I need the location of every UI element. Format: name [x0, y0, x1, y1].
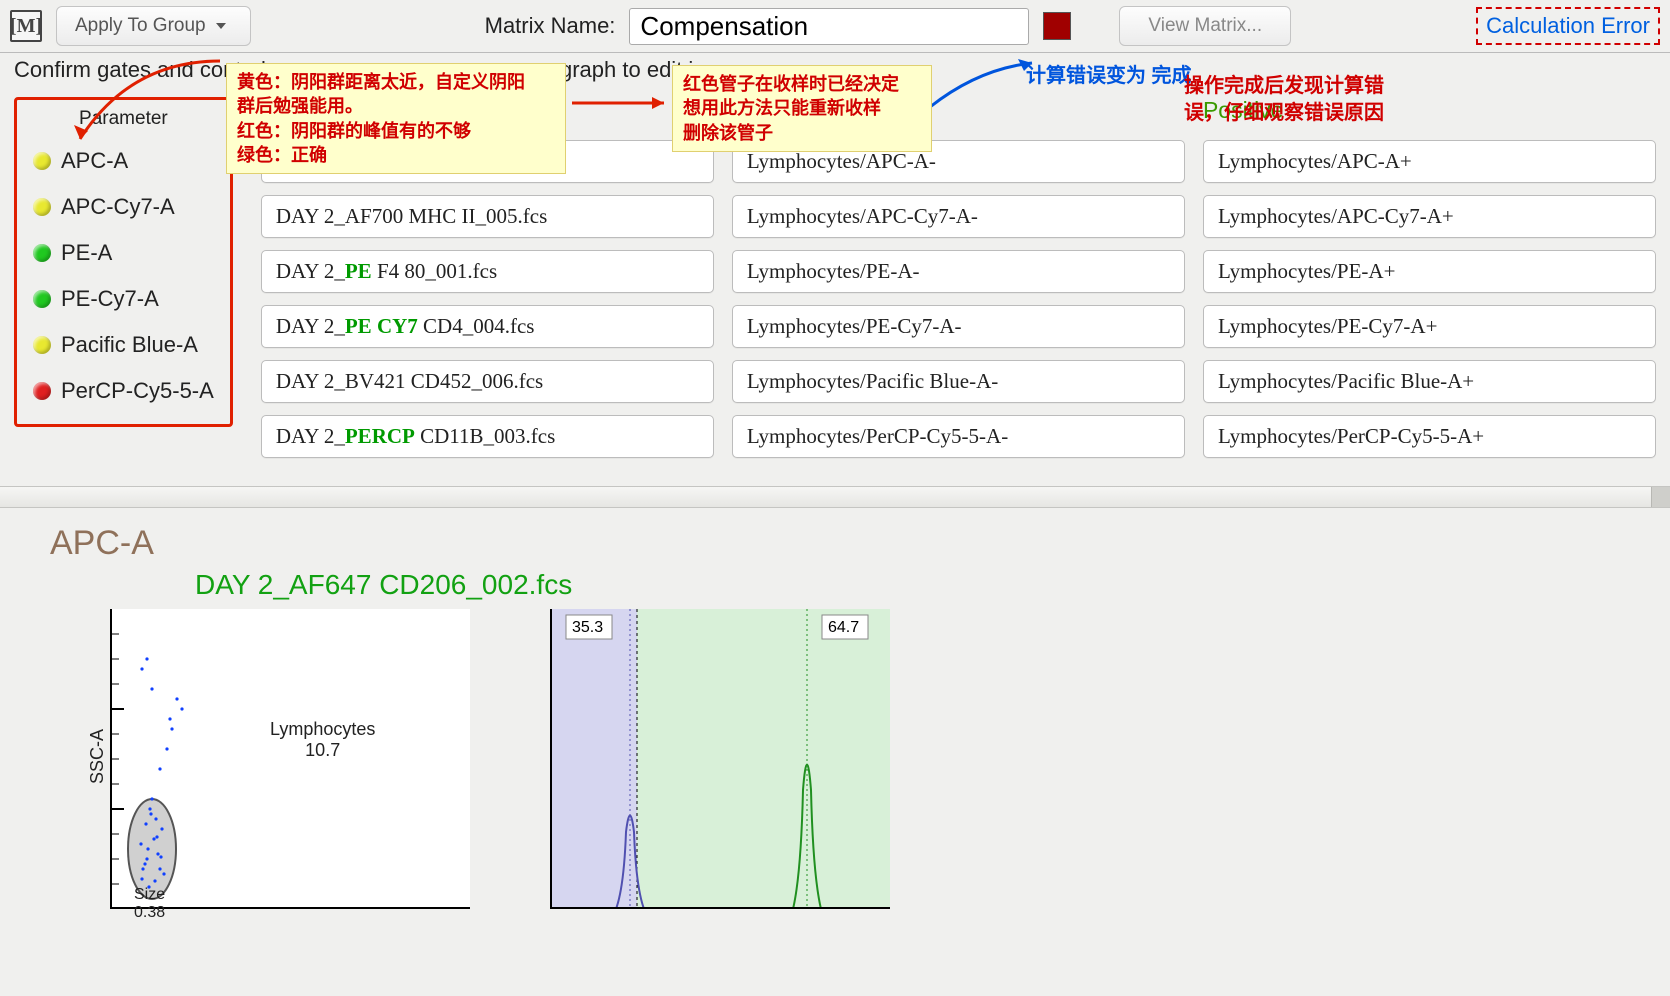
negative-cell[interactable]: Lymphocytes/PerCP-Cy5-5-A-	[732, 415, 1185, 458]
size-label: Size 0.38	[134, 886, 165, 922]
calculation-error-badge: Calculation Error	[1476, 7, 1660, 45]
annotation-check-error: 操作完成后发现计算错 误，仔细观察错误原因	[1184, 73, 1414, 127]
svg-text:64.7: 64.7	[828, 619, 859, 636]
positive-cell[interactable]: Lymphocytes/PE-A+	[1203, 250, 1656, 293]
status-dot-icon	[33, 152, 51, 170]
parameter-row[interactable]: PE-A	[33, 230, 214, 276]
parameter-label: APC-Cy7-A	[61, 194, 175, 220]
pane-divider[interactable]	[0, 486, 1670, 508]
matrix-icon[interactable]: [M]	[10, 10, 42, 42]
parameter-row[interactable]: Pacific Blue-A	[33, 322, 214, 368]
sample-cell[interactable]: DAY 2_PE CY7 CD4_004.fcs	[261, 305, 714, 348]
svg-text:35.3: 35.3	[572, 619, 603, 636]
sample-cell[interactable]: DAY 2_PERCP CD11B_003.fcs	[261, 415, 714, 458]
negative-column: Negative Lymphocytes/APC-A-Lymphocytes/A…	[732, 97, 1185, 470]
positive-cell[interactable]: Lymphocytes/PerCP-Cy5-5-A+	[1203, 415, 1656, 458]
negative-cell[interactable]: Lymphocytes/APC-Cy7-A-	[732, 195, 1185, 238]
plot-subtitle: DAY 2_AF647 CD206_002.fcs	[195, 569, 1640, 601]
status-dot-icon	[33, 198, 51, 216]
apply-to-group-button[interactable]: Apply To Group	[56, 6, 251, 46]
sample-cell[interactable]: DAY 2_BV421 CD452_006.fcs	[261, 360, 714, 403]
sample-cell[interactable]: DAY 2_AF700 MHC II_005.fcs	[261, 195, 714, 238]
annotation-legend-meaning: 黄色：阴阳群距离太近，自定义阴阳 群后勉强能用。 红色：阴阳群的峰值有的不够 绿…	[226, 63, 566, 174]
toolbar: [M] Apply To Group Matrix Name: View Mat…	[0, 0, 1670, 53]
parameter-row[interactable]: PE-Cy7-A	[33, 276, 214, 322]
view-matrix-button[interactable]: View Matrix...	[1119, 6, 1291, 46]
parameter-label: APC-A	[61, 148, 128, 174]
parameter-label: PE-A	[61, 240, 112, 266]
negative-cell[interactable]: Lymphocytes/PE-A-	[732, 250, 1185, 293]
y-axis-label: SSC-A	[87, 729, 108, 784]
scatter-plot[interactable]: SSC-A Lymphocytes 10.7 Size 0.38	[110, 609, 470, 914]
parameter-header: Parameter	[33, 108, 214, 130]
parameter-label: Pacific Blue-A	[61, 332, 198, 358]
parameter-row[interactable]: PerCP-Cy5-5-A	[33, 368, 214, 414]
matrix-name-input[interactable]	[629, 8, 1029, 45]
matrix-color-swatch[interactable]	[1043, 12, 1071, 40]
annotation-calc-done: 计算错误变为 完成	[1026, 59, 1192, 88]
negative-cell[interactable]: Lymphocytes/PE-Cy7-A-	[732, 305, 1185, 348]
positive-cell[interactable]: Lymphocytes/APC-Cy7-A+	[1203, 195, 1656, 238]
plot-area: APC-A DAY 2_AF647 CD206_002.fcs SSC-A Ly…	[0, 508, 1670, 914]
status-dot-icon	[33, 290, 51, 308]
status-dot-icon	[33, 382, 51, 400]
parameter-panel: Parameter APC-A APC-Cy7-A PE-A PE-Cy7-A Paci…	[14, 97, 233, 427]
histogram-plot[interactable]: 35.3 64.7	[550, 609, 890, 914]
parameter-label: PerCP-Cy5-5-A	[61, 378, 214, 404]
annotation-red-tube: 红色管子在收样时已经决定 想用此方法只能重新收样 删除该管子	[672, 65, 932, 152]
chevron-down-icon	[216, 23, 226, 29]
positive-cell[interactable]: Lymphocytes/PE-Cy7-A+	[1203, 305, 1656, 348]
positive-column: Positive Lymphocytes/APC-A+Lymphocytes/A…	[1203, 97, 1656, 470]
positive-cell[interactable]: Lymphocytes/Pacific Blue-A+	[1203, 360, 1656, 403]
apply-label: Apply To Group	[75, 15, 206, 37]
status-dot-icon	[33, 336, 51, 354]
plot-title: APC-A	[50, 524, 1640, 563]
negative-cell[interactable]: Lymphocytes/Pacific Blue-A-	[732, 360, 1185, 403]
positive-cell[interactable]: Lymphocytes/APC-A+	[1203, 140, 1656, 183]
gate-label: Lymphocytes 10.7	[270, 719, 375, 761]
parameter-label: PE-Cy7-A	[61, 286, 159, 312]
sample-cell[interactable]: DAY 2_PE F4 80_001.fcs	[261, 250, 714, 293]
parameter-row[interactable]: APC-A	[33, 138, 214, 184]
status-dot-icon	[33, 244, 51, 262]
parameter-row[interactable]: APC-Cy7-A	[33, 184, 214, 230]
matrix-name-label: Matrix Name:	[485, 13, 616, 39]
